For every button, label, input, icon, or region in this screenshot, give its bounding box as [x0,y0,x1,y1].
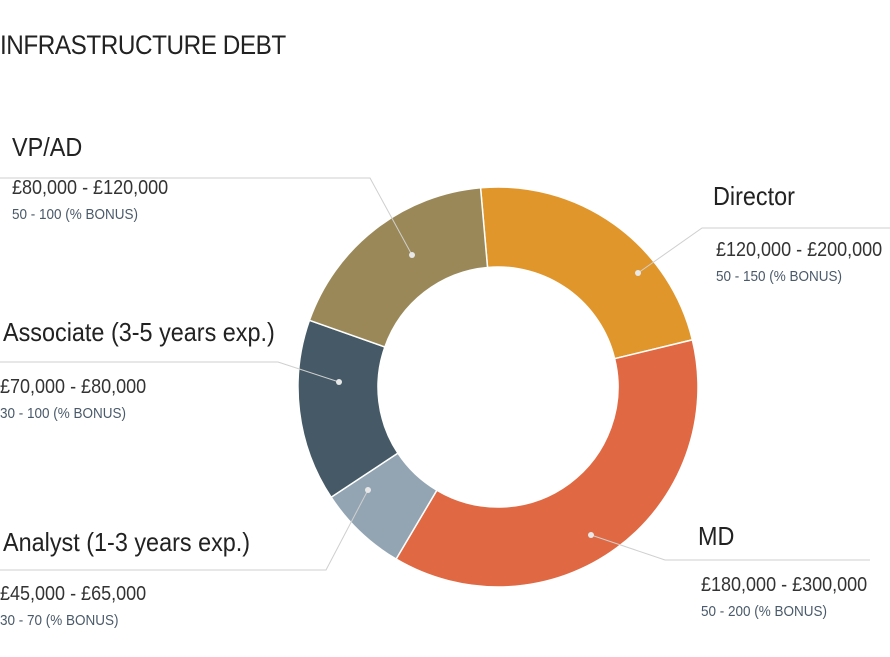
leader-dot-associate [336,379,342,385]
slice-name-director: Director [713,181,795,211]
slice-salary-md: £180,000 - £300,000 [701,574,868,596]
leader-line-director [637,227,890,274]
label-director: Director [713,181,804,212]
slice-name-vpad: VP/AD [12,132,83,162]
leader-dot-md [588,532,594,538]
slice-bonus-vpad: 50 - 100 (% BONUS) [12,206,139,223]
leader-dot-director [635,270,641,276]
leader-line-md [590,534,870,561]
leader-dot-analyst [365,487,371,493]
slice-bonus-associate: 30 - 100 (% BONUS) [0,405,127,422]
label-vpad: VP/AD £80,000 - £120,000 50 - 100 (% BON… [12,132,186,223]
leader-dot-vpad [409,252,415,258]
leader-line-analyst [0,489,369,571]
slice-bonus-director: 50 - 150 (% BONUS) [716,268,843,285]
slice-salary-director: £120,000 - £200,000 [716,239,883,261]
label-director-values: £120,000 - £200,000 50 - 150 (% BONUS) [716,239,890,285]
slice-salary-associate: £70,000 - £80,000 [0,376,147,398]
leader-line-vpad [0,177,413,256]
slice-name-analyst: Analyst (1-3 years exp.) [3,527,251,557]
label-md-values: £180,000 - £300,000 50 - 200 (% BONUS) [701,574,886,620]
label-associate: Associate (3-5 years exp.) [3,317,305,348]
slice-bonus-md: 50 - 200 (% BONUS) [701,603,828,620]
label-md: MD [698,521,738,552]
label-associate-values: £70,000 - £80,000 30 - 100 (% BONUS) [0,376,162,422]
slice-bonus-analyst: 30 - 70 (% BONUS) [0,612,119,629]
slice-salary-vpad: £80,000 - £120,000 [12,177,169,199]
label-analyst: Analyst (1-3 years exp.) [3,527,278,558]
slice-name-associate: Associate (3-5 years exp.) [3,317,275,347]
slice-salary-analyst: £45,000 - £65,000 [0,583,147,605]
slice-md [395,338,699,588]
page-title: INFRASTRUCTURE DEBT [0,30,286,60]
slice-director [479,186,694,360]
slice-name-md: MD [698,521,735,551]
slice-vpad [308,186,489,348]
label-analyst-values: £45,000 - £65,000 30 - 70 (% BONUS) [0,583,162,629]
leader-line-associate [0,361,340,383]
